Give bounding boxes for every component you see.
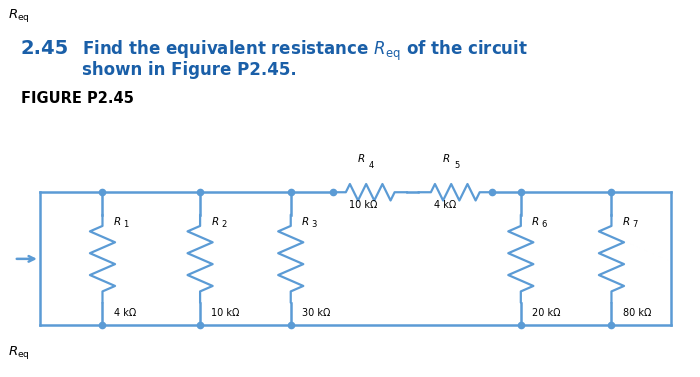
Text: R: R [532, 216, 539, 227]
Text: R: R [113, 216, 121, 227]
Text: 6: 6 [542, 220, 547, 229]
Text: 5: 5 [454, 161, 459, 170]
Text: R: R [358, 154, 365, 164]
Text: 10 kΩ: 10 kΩ [211, 308, 239, 318]
Text: 2: 2 [221, 220, 226, 229]
Text: 2.45: 2.45 [21, 39, 69, 58]
Text: 3: 3 [312, 220, 317, 229]
Text: 10 kΩ: 10 kΩ [349, 200, 378, 210]
Text: shown in Figure P2.45.: shown in Figure P2.45. [82, 61, 296, 79]
Text: R: R [302, 216, 309, 227]
Text: FIGURE P2.45: FIGURE P2.45 [21, 91, 134, 106]
Text: 7: 7 [632, 220, 638, 229]
Text: 80 kΩ: 80 kΩ [622, 308, 651, 318]
Text: 20 kΩ: 20 kΩ [532, 308, 561, 318]
Text: $R_{\mathrm{eq}}$: $R_{\mathrm{eq}}$ [8, 344, 30, 361]
Text: 1: 1 [123, 220, 129, 229]
Text: $R_{\mathrm{eq}}$: $R_{\mathrm{eq}}$ [8, 7, 30, 24]
Text: R: R [622, 216, 630, 227]
Text: R: R [442, 154, 450, 164]
Text: 4 kΩ: 4 kΩ [435, 200, 456, 210]
Text: 4: 4 [369, 161, 374, 170]
Text: 30 kΩ: 30 kΩ [302, 308, 330, 318]
Text: 4 kΩ: 4 kΩ [113, 308, 136, 318]
Text: Find the equivalent resistance $R_{\mathrm{eq}}$ of the circuit: Find the equivalent resistance $R_{\math… [82, 39, 528, 63]
Text: R: R [211, 216, 218, 227]
